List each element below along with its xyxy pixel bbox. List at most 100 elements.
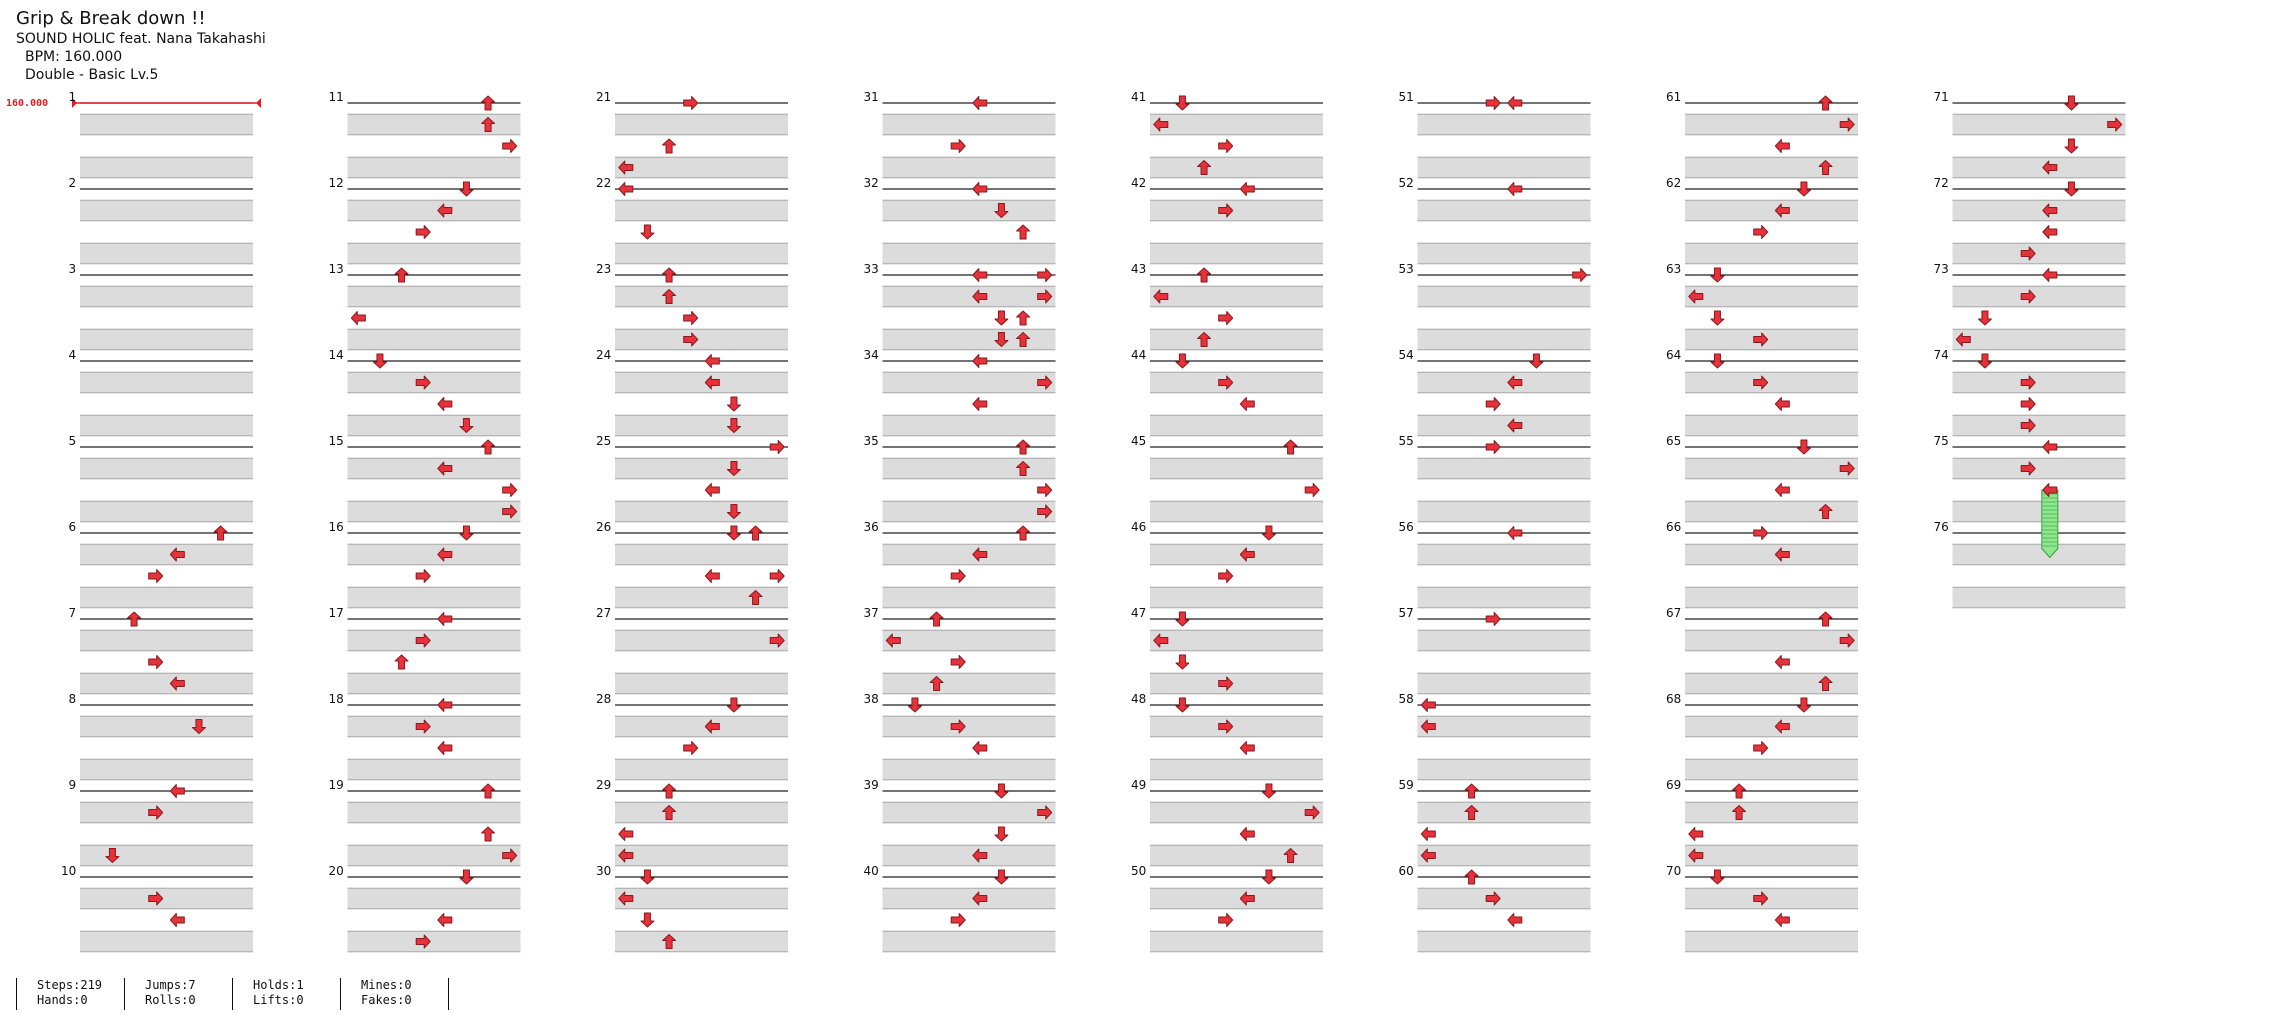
measure-number: 46 bbox=[1131, 520, 1147, 534]
arrow-shape bbox=[415, 375, 431, 390]
arrow-left-icon bbox=[1420, 848, 1436, 863]
beat-shade bbox=[1417, 930, 1591, 953]
hold-body bbox=[2041, 489, 2059, 559]
measure-number: 30 bbox=[596, 864, 612, 878]
arrow-shape bbox=[350, 311, 366, 325]
arrow-up-icon bbox=[1016, 310, 1031, 326]
arrow-shape bbox=[481, 439, 496, 455]
arrow-shape bbox=[415, 719, 431, 734]
arrow-shape bbox=[907, 697, 922, 713]
arrow-shape bbox=[127, 611, 142, 627]
beat-shade bbox=[615, 113, 788, 136]
arrow-shape bbox=[2042, 268, 2058, 282]
beat-shade bbox=[80, 629, 253, 652]
arrow-shape bbox=[972, 289, 988, 304]
arrow-down-icon bbox=[640, 224, 655, 240]
beat-shade bbox=[615, 500, 788, 523]
arrow-shape bbox=[683, 311, 699, 325]
beat-shade bbox=[615, 156, 788, 179]
arrow-shape bbox=[437, 698, 453, 712]
arrow-shape bbox=[459, 869, 474, 885]
beat-shade bbox=[1685, 156, 1858, 179]
arrow-right-icon bbox=[1485, 397, 1501, 411]
arrow-right-icon bbox=[1485, 440, 1501, 454]
arrow-shape bbox=[437, 913, 453, 927]
beat-shade bbox=[80, 930, 253, 953]
arrow-shape bbox=[972, 182, 988, 196]
song-artist: SOUND HOLIC feat. Nana Takahashi bbox=[16, 31, 266, 47]
arrow-shape bbox=[191, 719, 206, 734]
arrow-shape bbox=[1037, 289, 1053, 304]
beat-shade bbox=[615, 457, 788, 480]
beat-shade bbox=[1417, 543, 1591, 566]
measure-number: 67 bbox=[1666, 606, 1682, 620]
arrow-shape bbox=[662, 783, 677, 799]
beat-shade bbox=[1417, 629, 1591, 652]
arrow-left-icon bbox=[437, 913, 453, 927]
beat-shade bbox=[882, 113, 1056, 136]
beat-shade bbox=[1685, 113, 1858, 136]
arrow-shape bbox=[502, 483, 518, 497]
measure-number: 35 bbox=[863, 434, 879, 448]
arrow-shape bbox=[2042, 203, 2058, 218]
arrow-shape bbox=[148, 569, 164, 583]
beat-shade bbox=[80, 199, 253, 222]
measure-number: 4 bbox=[68, 348, 77, 362]
beat-shade bbox=[80, 844, 253, 867]
arrow-left-icon bbox=[1239, 741, 1255, 755]
arrow-shape bbox=[459, 525, 474, 541]
beat-shade bbox=[1150, 371, 1323, 394]
arrow-shape bbox=[1796, 439, 1811, 455]
arrow-shape bbox=[1507, 418, 1523, 433]
measure-number: 49 bbox=[1131, 778, 1147, 792]
arrow-shape bbox=[1774, 547, 1790, 562]
arrow-shape bbox=[618, 160, 634, 175]
arrow-shape bbox=[1774, 203, 1790, 218]
arrow-left-icon bbox=[972, 397, 988, 411]
beat-shade bbox=[1417, 199, 1591, 222]
arrow-shape bbox=[415, 934, 431, 949]
song-header: Grip & Break down !! SOUND HOLIC feat. N… bbox=[16, 8, 266, 84]
beat-shade bbox=[347, 586, 521, 609]
measure-number: 17 bbox=[328, 606, 344, 620]
beat-shade bbox=[1417, 371, 1591, 394]
arrow-shape bbox=[148, 805, 164, 820]
beat-shade bbox=[882, 586, 1056, 609]
arrow-shape bbox=[1016, 525, 1031, 541]
arrow-shape bbox=[1153, 289, 1169, 304]
arrow-down-icon bbox=[994, 783, 1009, 799]
arrow-left-icon bbox=[1420, 719, 1436, 734]
arrow-right-icon bbox=[1839, 633, 1855, 648]
beat-shade bbox=[882, 844, 1056, 867]
arrow-right-icon bbox=[769, 440, 785, 454]
arrow-shape bbox=[1016, 332, 1031, 347]
beat-shade bbox=[347, 672, 521, 695]
beat-shade bbox=[80, 414, 253, 437]
arrow-left-icon bbox=[972, 96, 988, 110]
arrow-left-icon bbox=[1955, 332, 1971, 347]
beat-shade bbox=[1685, 715, 1858, 738]
beat-shade bbox=[1685, 328, 1858, 351]
beat-shade bbox=[347, 543, 521, 566]
beat-shade bbox=[615, 758, 788, 781]
arrow-right-icon bbox=[683, 96, 699, 110]
beat-shade bbox=[1150, 543, 1323, 566]
arrow-shape bbox=[994, 310, 1009, 326]
measure-number: 36 bbox=[863, 520, 879, 534]
arrow-shape bbox=[1507, 526, 1523, 540]
arrow-shape bbox=[1153, 117, 1169, 132]
arrow-shape bbox=[1753, 332, 1769, 347]
arrow-shape bbox=[994, 783, 1009, 799]
arrow-shape bbox=[1485, 612, 1501, 626]
arrow-shape bbox=[1753, 375, 1769, 390]
beat-shade bbox=[615, 930, 788, 953]
bpm-marker-right bbox=[256, 98, 261, 108]
beat-shade bbox=[882, 715, 1056, 738]
beat-shade bbox=[1952, 457, 2126, 480]
measure-number: 31 bbox=[863, 90, 879, 104]
stat-group-mines: Mines:0 Fakes:0 bbox=[340, 978, 412, 1010]
arrow-shape bbox=[1839, 633, 1855, 648]
beat-shade bbox=[1952, 500, 2126, 523]
beat-shade bbox=[1685, 586, 1858, 609]
arrow-down-icon bbox=[1529, 353, 1544, 369]
